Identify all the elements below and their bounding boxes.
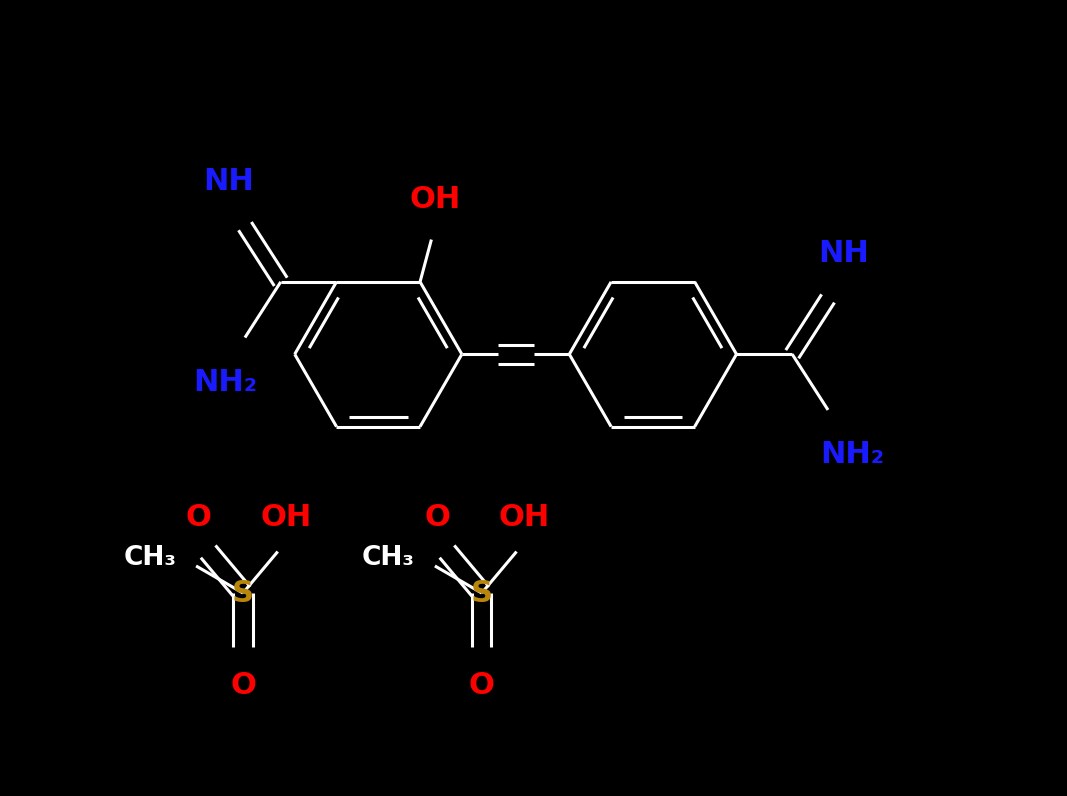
Text: CH₃: CH₃ xyxy=(362,545,415,571)
Text: OH: OH xyxy=(410,185,461,214)
Text: O: O xyxy=(468,671,495,700)
Text: OH: OH xyxy=(260,502,312,532)
Text: NH: NH xyxy=(818,240,870,268)
Text: NH: NH xyxy=(204,167,254,196)
Text: S: S xyxy=(471,579,493,607)
Text: O: O xyxy=(425,502,450,532)
Text: OH: OH xyxy=(499,502,551,532)
Text: NH₂: NH₂ xyxy=(819,440,883,469)
Text: S: S xyxy=(232,579,254,607)
Text: CH₃: CH₃ xyxy=(124,545,176,571)
Text: O: O xyxy=(186,502,211,532)
Text: O: O xyxy=(230,671,256,700)
Text: NH₂: NH₂ xyxy=(193,368,257,396)
